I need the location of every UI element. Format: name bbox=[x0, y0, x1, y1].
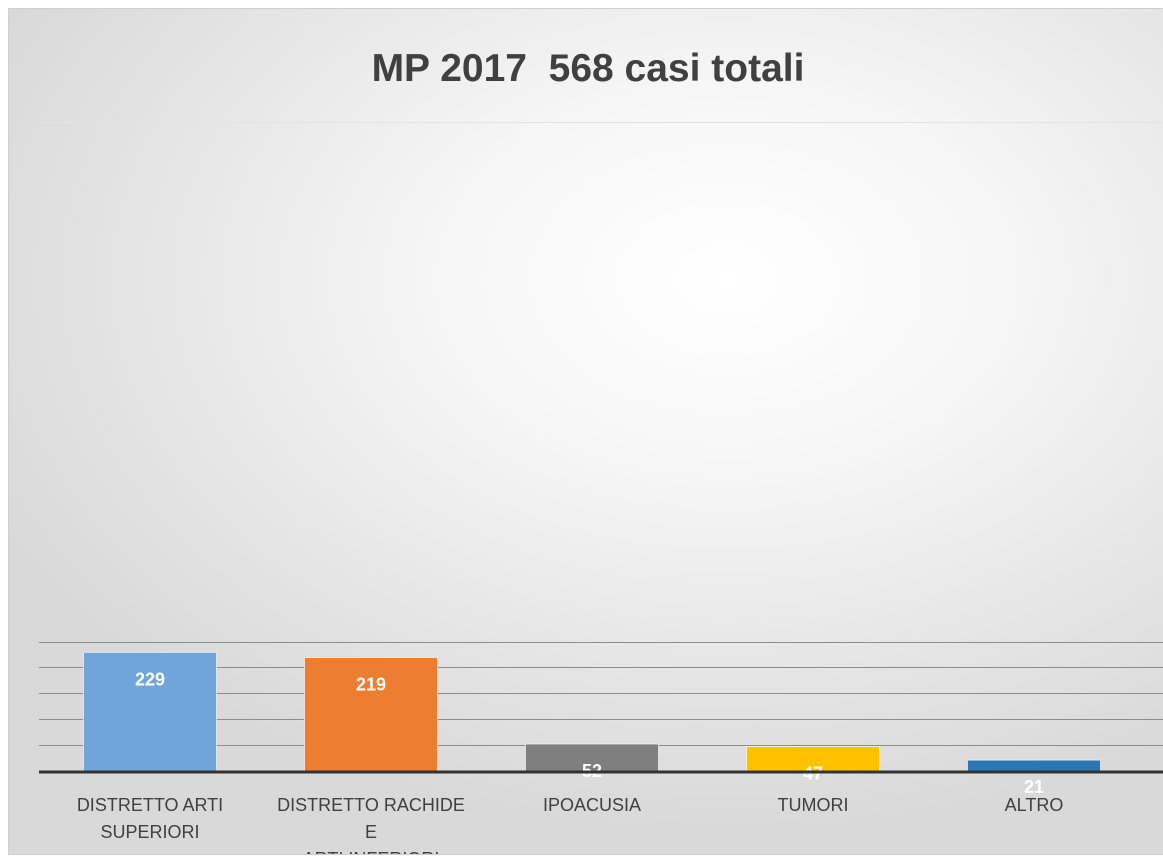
bar bbox=[304, 657, 438, 772]
bar bbox=[83, 651, 217, 772]
category-label-line: DISTRETTO ARTI bbox=[76, 795, 224, 815]
bar bbox=[746, 746, 880, 772]
data-label: 229 bbox=[135, 669, 165, 689]
chart-title: MP 2017 568 casi totali bbox=[371, 47, 805, 90]
category-label-line: ARTI INFERIORI bbox=[271, 846, 471, 854]
chart-frame: MP 2017 568 casi totali 229 219 52 47 21 DIS… bbox=[8, 8, 1163, 855]
category-label: ALTRO bbox=[934, 792, 1134, 819]
category-label-line: DISTRETTO RACHIDE E bbox=[277, 795, 465, 842]
category-label: TUMORI bbox=[713, 792, 913, 819]
bar bbox=[525, 743, 659, 772]
category-label: DISTRETTO ARTI SUPERIORI bbox=[50, 792, 250, 846]
category-label-line: ALTRO bbox=[1004, 795, 1064, 815]
category-label: DISTRETTO RACHIDE E ARTI INFERIORI bbox=[271, 792, 471, 854]
category-label-line: TUMORI bbox=[777, 795, 849, 815]
data-label: 219 bbox=[356, 675, 386, 695]
category-label: IPOACUSIA bbox=[492, 792, 692, 819]
bar bbox=[967, 759, 1101, 772]
category-label-line: SUPERIORI bbox=[100, 822, 200, 842]
data-label: 21 bbox=[1024, 777, 1044, 797]
data-label: 47 bbox=[803, 764, 823, 784]
category-label-line: IPOACUSIA bbox=[542, 795, 642, 815]
